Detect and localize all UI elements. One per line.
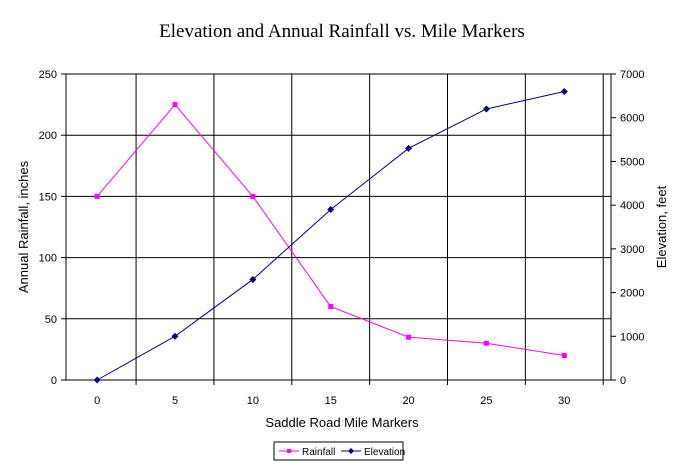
- data-point-rainfall: [94, 193, 100, 199]
- legend-box: [273, 441, 404, 461]
- data-point-rainfall: [406, 334, 412, 340]
- x-tick-label: 20: [402, 395, 414, 407]
- data-point-rainfall: [250, 193, 256, 199]
- x-tick-label: 25: [480, 395, 492, 407]
- y2-tick-label: 4000: [620, 200, 644, 212]
- data-point-rainfall: [483, 340, 489, 346]
- x-tick-label: 15: [325, 395, 337, 407]
- legend: Rainfall Elevation: [273, 441, 405, 461]
- legend-label-rainfall: Rainfall: [302, 447, 335, 458]
- y2-tick-label: 2000: [620, 288, 644, 300]
- data-point-rainfall: [328, 304, 334, 310]
- y2-tick-label: 1000: [620, 331, 644, 343]
- y-tick-label: 150: [39, 191, 57, 203]
- axis-ticks: 0501001502002500100020003000400050006000…: [39, 69, 645, 407]
- data-point-elevation: [93, 376, 101, 384]
- y2-tick-label: 7000: [620, 69, 644, 81]
- y-tick-label: 250: [39, 69, 57, 81]
- chart-title: Elevation and Annual Rainfall vs. Mile M…: [159, 21, 525, 42]
- data-point-elevation: [405, 144, 413, 152]
- data-point-elevation: [482, 105, 490, 113]
- y2-axis-title: Elevation, feet: [654, 185, 669, 268]
- legend-marker-elevation: [348, 448, 354, 454]
- data-point-elevation: [327, 206, 335, 214]
- x-tick-label: 30: [558, 395, 570, 407]
- legend-marker-rainfall: [287, 449, 291, 453]
- y2-tick-label: 3000: [620, 244, 644, 256]
- x-tick-label: 5: [172, 395, 178, 407]
- x-tick-label: 10: [247, 395, 259, 407]
- data-point-elevation: [249, 275, 257, 283]
- y-tick-label: 200: [39, 130, 57, 142]
- y-tick-label: 0: [51, 375, 57, 387]
- data-point-rainfall: [561, 353, 567, 359]
- y-axis-title: Annual Rainfall, inches: [16, 160, 31, 293]
- data-point-rainfall: [172, 102, 178, 108]
- data-point-elevation: [560, 87, 568, 95]
- x-axis-title: Saddle Road Mile Markers: [265, 415, 419, 430]
- y2-tick-label: 5000: [620, 156, 644, 168]
- legend-label-elevation: Elevation: [364, 447, 405, 458]
- data-point-elevation: [171, 332, 179, 340]
- x-tick-label: 0: [94, 395, 100, 407]
- grid: [66, 74, 611, 380]
- y-tick-label: 50: [45, 314, 57, 326]
- series: [93, 87, 568, 384]
- plot-area-frame: [65, 73, 612, 381]
- y2-tick-label: 6000: [620, 113, 644, 125]
- y-tick-label: 100: [39, 253, 57, 265]
- y2-tick-label: 0: [620, 375, 626, 387]
